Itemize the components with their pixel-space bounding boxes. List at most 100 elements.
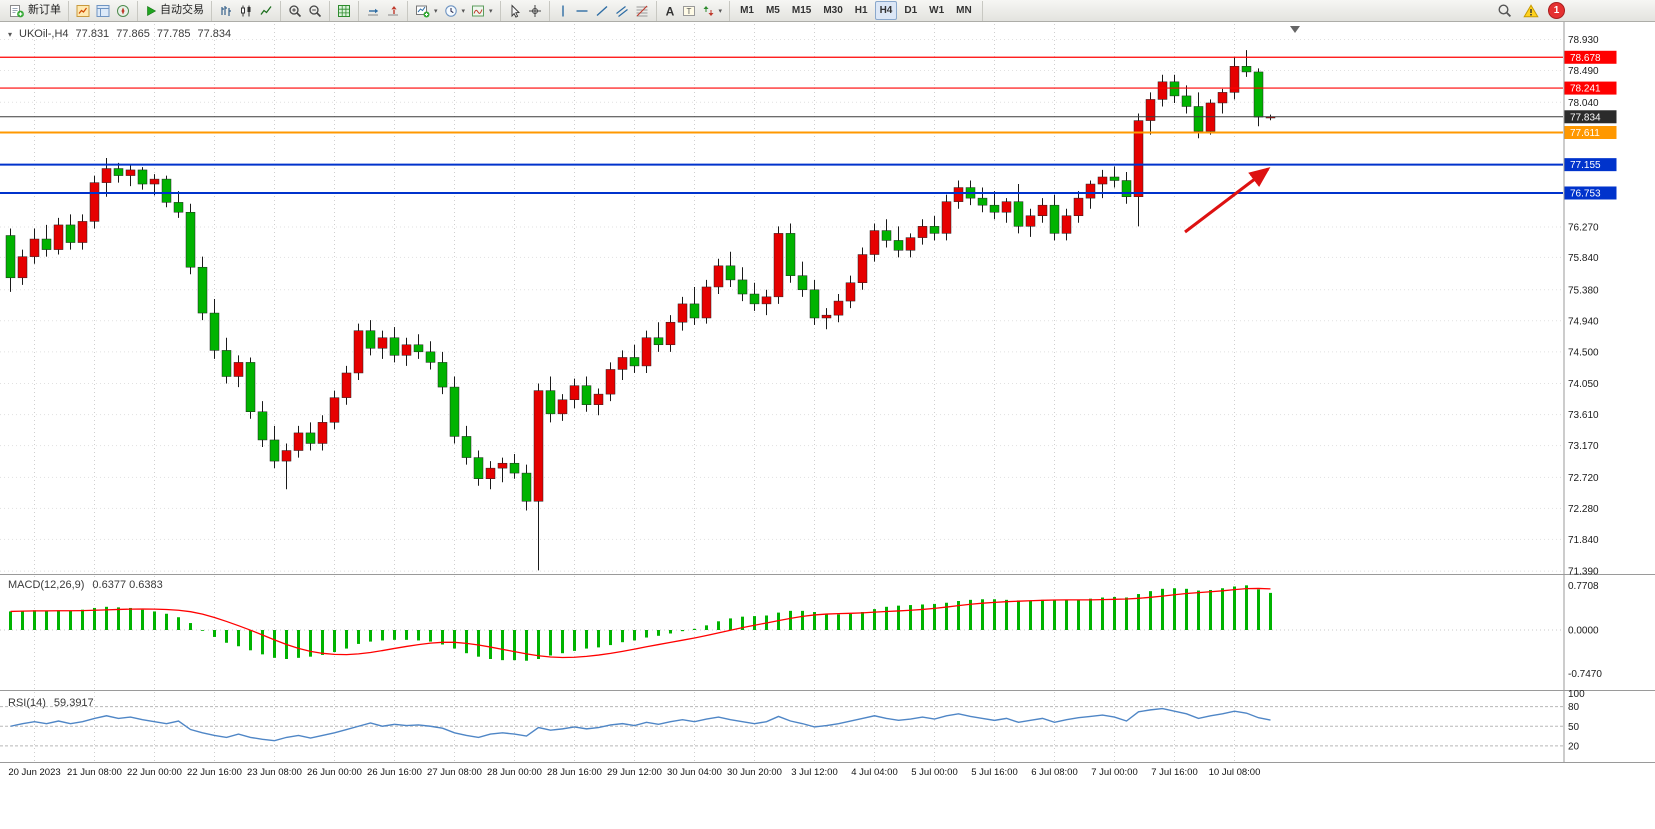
svg-text:-0.7470: -0.7470	[1568, 669, 1602, 680]
window-group	[330, 0, 359, 21]
zoom-group	[281, 0, 330, 21]
chart-shift-button[interactable]	[384, 1, 402, 20]
arrow-annotation[interactable]	[1184, 167, 1271, 234]
timeframe-m5-button[interactable]: M5	[765, 5, 780, 16]
timeframe-m30-button[interactable]: M30	[823, 5, 843, 16]
trendline-button[interactable]	[593, 1, 611, 20]
chart-container[interactable]: 78.930 78.490 78.040 76.270 75.840 75.380 74.9…	[0, 22, 1655, 829]
fibonacci-button[interactable]	[633, 1, 651, 20]
objects-group: ▾ ▾ ▾	[408, 0, 501, 21]
text-label-button[interactable]: T	[680, 1, 698, 20]
svg-text:23 Jun 08:00: 23 Jun 08:00	[247, 767, 302, 778]
channel-button[interactable]	[613, 1, 631, 20]
data-window-button[interactable]	[94, 1, 112, 20]
ohlc-high: 77.865	[116, 28, 150, 40]
svg-text:76.270: 76.270	[1568, 223, 1599, 234]
crosshair-button[interactable]	[526, 1, 544, 20]
svg-text:29 Jun 12:00: 29 Jun 12:00	[607, 767, 662, 778]
warning-indicator[interactable]	[1521, 1, 1541, 20]
clock-icon	[444, 4, 458, 18]
cursor-button[interactable]	[506, 1, 524, 20]
periods-button[interactable]: ▾	[442, 1, 468, 20]
timeframe-mn-button[interactable]: MN	[956, 5, 972, 16]
auto-scroll-button[interactable]	[364, 1, 382, 20]
svg-text:76.753: 76.753	[1570, 188, 1601, 199]
svg-text:78.678: 78.678	[1570, 53, 1601, 64]
market-watch-button[interactable]	[74, 1, 92, 20]
svg-text:50: 50	[1568, 722, 1580, 733]
tile-windows-button[interactable]	[335, 1, 353, 20]
svg-text:30 Jun 20:00: 30 Jun 20:00	[727, 767, 782, 778]
timeframe-w1-button[interactable]: W1	[929, 5, 945, 16]
svg-text:20: 20	[1568, 741, 1580, 752]
auto-scroll-icon	[366, 4, 380, 18]
search-button[interactable]	[1495, 1, 1514, 20]
indicators-button[interactable]: ▾	[469, 1, 495, 20]
cursor-icon	[508, 3, 522, 18]
price-badge-77.611	[1564, 125, 1617, 139]
svg-text:21 Jun 08:00: 21 Jun 08:00	[67, 767, 122, 778]
timeframe-h4-button[interactable]: H4	[874, 1, 898, 20]
svg-text:78.241: 78.241	[1570, 84, 1601, 95]
svg-text:78.930: 78.930	[1568, 35, 1599, 46]
svg-text:73.610: 73.610	[1568, 410, 1599, 421]
trendline-icon	[595, 4, 609, 18]
navigator-button[interactable]	[114, 1, 132, 20]
zoom-in-button[interactable]	[286, 1, 304, 20]
svg-text:26 Jun 16:00: 26 Jun 16:00	[367, 767, 422, 778]
chart-menu-icon[interactable]: ▾	[8, 29, 13, 39]
horizontal-line-icon	[575, 4, 589, 18]
arrows-button[interactable]: ▾	[700, 1, 725, 20]
dropdown-caret-icon: ▾	[434, 7, 438, 15]
zoom-out-button[interactable]	[306, 1, 324, 20]
macd-pane	[0, 585, 1563, 661]
svg-text:T: T	[686, 6, 691, 15]
svg-text:77.611: 77.611	[1570, 128, 1600, 139]
svg-text:78.490: 78.490	[1568, 66, 1599, 77]
macd-name: MACD(12,26,9)	[8, 579, 85, 591]
timeframe-h1-button[interactable]: H1	[854, 5, 868, 16]
chart-shift-icon	[386, 4, 400, 18]
svg-text:77.155: 77.155	[1570, 160, 1601, 171]
horizontal-line-button[interactable]	[573, 1, 591, 20]
auto-trading-button[interactable]: 自动交易	[143, 1, 206, 20]
timeframe-d1-button[interactable]: D1	[904, 5, 918, 16]
price-chart: 78.930 78.490 78.040 76.270 75.840 75.380 74.9…	[0, 22, 1655, 778]
main-toolbar: 新订单 自动交易 ▾ ▾ ▾ A T ▾ M1 M5 M15 M30 H1 H4 D1 W1 MN 1	[0, 0, 1655, 22]
bar-chart-button[interactable]	[217, 1, 235, 20]
line-chart-button[interactable]	[257, 1, 275, 20]
candlestick-chart-button[interactable]	[237, 1, 255, 20]
svg-text:5 Jul 16:00: 5 Jul 16:00	[971, 767, 1017, 778]
text-button[interactable]: A	[662, 1, 678, 20]
svg-text:22 Jun 16:00: 22 Jun 16:00	[187, 767, 242, 778]
macd-indicator-label: MACD(12,26,9) 0.6377 0.6383	[8, 579, 163, 591]
trend-arrow[interactable]	[1184, 167, 1271, 234]
order-group: 新订单	[2, 0, 69, 21]
timeframe-m15-button[interactable]: M15	[791, 5, 812, 16]
notification-badge[interactable]: 1	[1548, 2, 1565, 19]
dropdown-caret-icon: ▾	[461, 7, 466, 15]
scroll-group	[359, 0, 408, 21]
svg-text:27 Jun 08:00: 27 Jun 08:00	[427, 767, 482, 778]
new-chart-button[interactable]: ▾	[413, 1, 440, 20]
zoom-out-icon	[308, 4, 322, 18]
horizontal-lines[interactable]	[0, 56, 1563, 194]
channel-icon	[615, 4, 629, 18]
crosshair-icon	[528, 4, 542, 18]
svg-text:5 Jul 00:00: 5 Jul 00:00	[911, 767, 957, 778]
timeframe-m1-button[interactable]: M1	[740, 5, 754, 16]
chart-symbol: UKOil-,H4	[19, 28, 69, 40]
play-icon	[145, 5, 157, 17]
rsi-value: 59.3917	[53, 697, 94, 709]
price-axis: 78.930 78.490 78.040 76.270 75.840 75.380 74.9…	[1564, 35, 1617, 578]
dropdown-caret-icon: ▾	[489, 7, 493, 15]
autotrade-group: 自动交易	[138, 0, 212, 21]
vertical-line-button[interactable]	[555, 1, 571, 20]
svg-text:75.380: 75.380	[1568, 285, 1599, 296]
rsi-line	[10, 707, 1271, 742]
rsi-indicator-label: RSI(14) 59.3917	[8, 697, 94, 709]
svg-text:72.280: 72.280	[1568, 504, 1599, 515]
text-group: A T ▾	[657, 0, 731, 21]
svg-text:30 Jun 04:00: 30 Jun 04:00	[667, 767, 722, 778]
new-order-button[interactable]: 新订单	[7, 1, 63, 20]
